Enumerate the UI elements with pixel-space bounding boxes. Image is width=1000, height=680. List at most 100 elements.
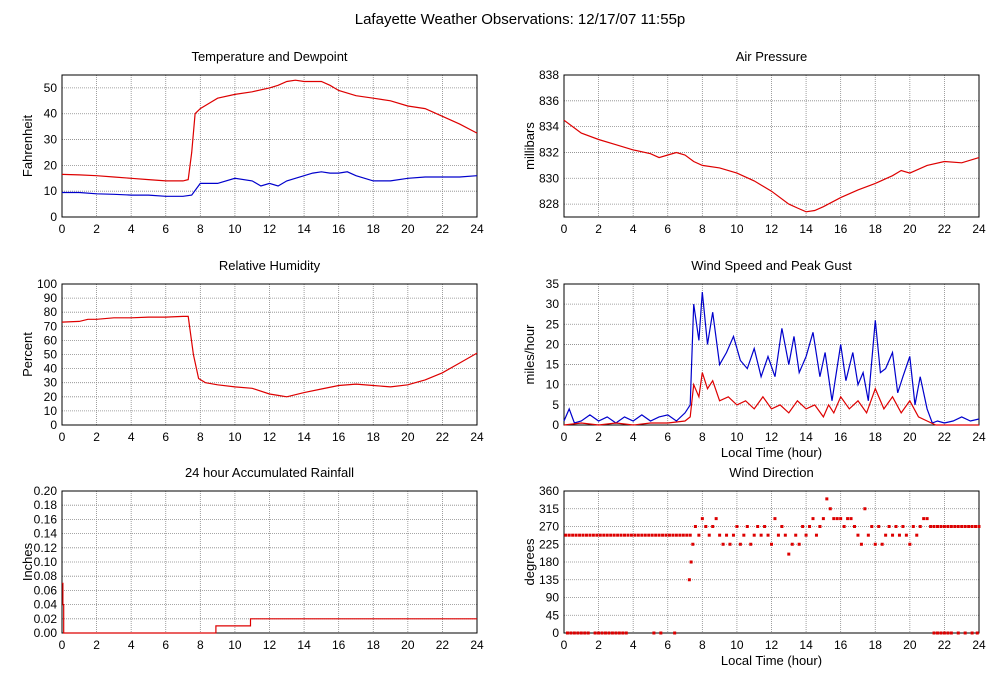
data-point: [814, 533, 818, 537]
y-tick-label: 60: [44, 333, 58, 347]
data-point: [704, 525, 708, 528]
y-tick-label: 0.20: [34, 484, 58, 498]
data-point: [825, 497, 829, 501]
data-point: [664, 533, 668, 537]
data-point: [598, 533, 602, 537]
x-tick-label: 14: [297, 430, 311, 444]
y-tick-label: 0.06: [34, 583, 58, 597]
x-tick-label: 24: [470, 430, 484, 444]
data-point: [766, 533, 770, 537]
y-tick-label: 834: [539, 120, 559, 134]
data-point: [773, 517, 777, 521]
x-tick-label: 2: [93, 430, 100, 444]
data-point: [908, 542, 912, 546]
series-line-blue: [563, 292, 980, 424]
data-point: [647, 533, 651, 537]
data-point: [602, 533, 606, 537]
x-tick-label: 0: [59, 638, 66, 652]
y-tick-label: 100: [37, 277, 57, 291]
data-point: [849, 517, 853, 521]
data-point: [790, 542, 794, 546]
x-tick-label: 12: [765, 222, 779, 236]
y-tick-label: 0: [552, 418, 559, 432]
y-axis-label: Percent: [20, 332, 35, 377]
x-tick-label: 18: [367, 638, 381, 652]
chart-title: 24 hour Accumulated Rainfall: [185, 465, 354, 480]
x-tick-label: 22: [938, 638, 952, 652]
x-tick-label: 0: [561, 222, 568, 236]
x-tick-label: 4: [128, 430, 135, 444]
x-tick-label: 18: [367, 222, 381, 236]
data-point: [572, 631, 576, 635]
x-tick-label: 8: [699, 222, 706, 236]
x-tick-label: 8: [197, 638, 204, 652]
x-tick-label: 6: [162, 638, 169, 652]
x-tick-label: 10: [228, 638, 242, 652]
x-tick-label: 22: [436, 638, 450, 652]
data-point: [581, 533, 585, 537]
data-point: [835, 517, 839, 521]
data-point: [693, 525, 697, 528]
data-point: [579, 631, 583, 635]
data-point: [584, 533, 588, 537]
data-point: [624, 631, 628, 635]
y-tick-label: 225: [539, 537, 559, 551]
data-point: [687, 578, 691, 582]
data-point: [597, 631, 601, 635]
x-tick-label: 10: [228, 430, 242, 444]
x-tick-label: 10: [730, 638, 744, 652]
x-tick-label: 14: [799, 430, 813, 444]
data-point: [780, 525, 784, 528]
data-point: [725, 533, 729, 537]
x-tick-label: 2: [595, 430, 602, 444]
y-tick-label: 0: [50, 210, 57, 224]
x-tick-label: 16: [332, 222, 346, 236]
data-point: [960, 525, 964, 528]
y-tick-label: 10: [44, 404, 58, 418]
y-tick-label: 838: [539, 68, 559, 82]
data-point: [970, 525, 974, 528]
y-tick-label: 90: [546, 591, 560, 605]
data-point: [657, 533, 661, 537]
data-point: [880, 542, 884, 546]
data-point: [714, 517, 718, 521]
data-point: [932, 525, 936, 528]
x-tick-label: 6: [162, 430, 169, 444]
data-point: [621, 631, 625, 635]
data-point: [863, 507, 867, 511]
data-point: [763, 525, 767, 528]
plot-frame: [61, 283, 478, 426]
data-point: [616, 533, 620, 537]
y-tick-label: 828: [539, 197, 559, 211]
y-tick-label: 830: [539, 171, 559, 185]
x-tick-label: 12: [263, 222, 277, 236]
x-tick-label: 12: [263, 638, 277, 652]
y-tick-label: 832: [539, 145, 559, 159]
data-point: [963, 525, 967, 528]
x-tick-label: 14: [297, 222, 311, 236]
plot-frame: [61, 490, 478, 634]
data-point: [828, 507, 832, 511]
x-tick-label: 4: [630, 222, 637, 236]
y-tick-label: 135: [539, 573, 559, 587]
data-point: [681, 533, 685, 537]
data-point: [650, 533, 654, 537]
data-point: [808, 525, 812, 528]
data-point: [970, 631, 974, 635]
x-tick-label: 12: [263, 430, 277, 444]
data-point: [752, 533, 756, 537]
y-tick-label: 0.18: [34, 498, 58, 512]
y-tick-label: 0.12: [34, 541, 58, 555]
y-tick-label: 180: [539, 555, 559, 569]
y-tick-label: 20: [546, 337, 560, 351]
data-point: [697, 533, 701, 537]
data-point: [967, 525, 971, 528]
data-point: [946, 525, 950, 528]
data-point: [797, 542, 801, 546]
data-point: [925, 517, 929, 521]
x-tick-label: 4: [128, 638, 135, 652]
